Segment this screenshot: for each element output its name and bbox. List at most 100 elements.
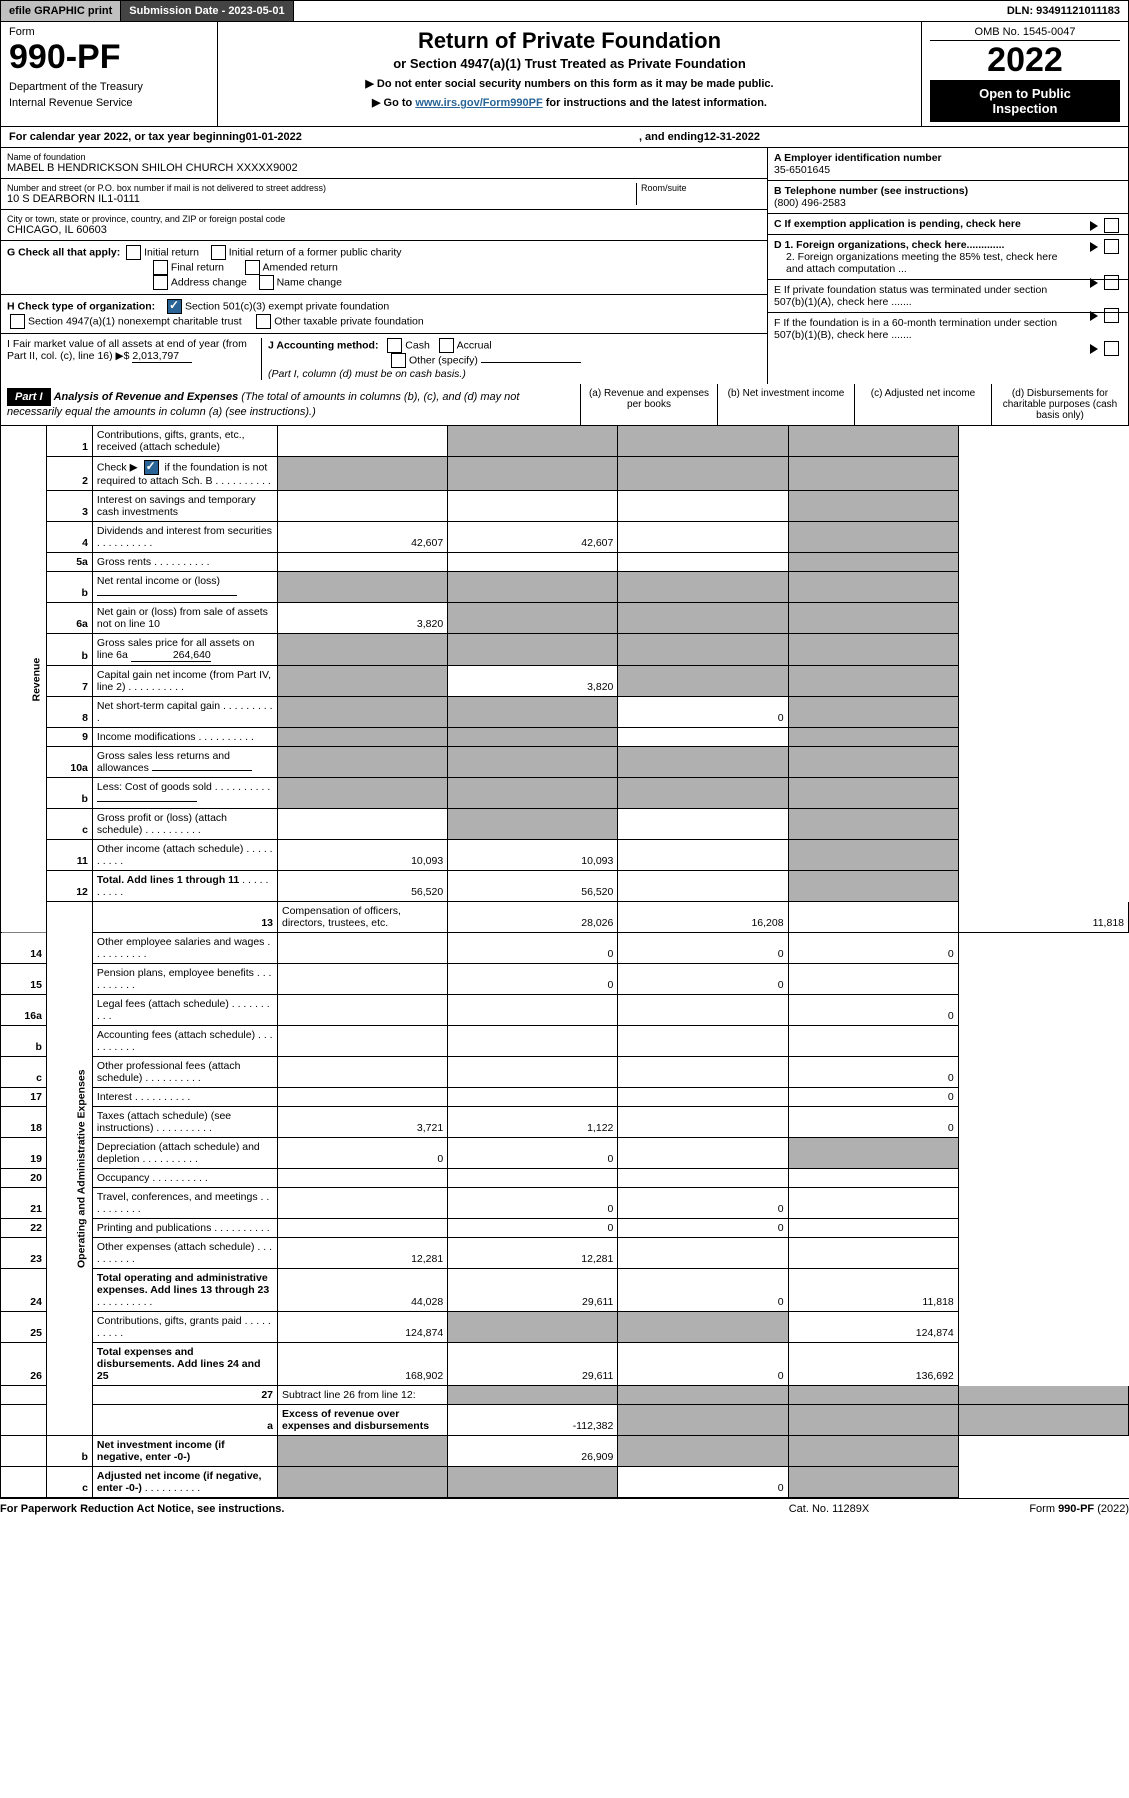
l13-d: 11,818 bbox=[958, 902, 1128, 933]
l4-b: 42,607 bbox=[448, 522, 618, 553]
line-16a-desc: Legal fees (attach schedule) bbox=[92, 995, 277, 1026]
l23-b: 12,281 bbox=[448, 1238, 618, 1269]
l14-b: 0 bbox=[448, 933, 618, 964]
submission-date: Submission Date - 2023-05-01 bbox=[121, 1, 293, 21]
line-20-desc: Occupancy bbox=[92, 1169, 277, 1188]
line-23-desc: Other expenses (attach schedule) bbox=[92, 1238, 277, 1269]
g-o3: Final return bbox=[171, 261, 224, 273]
note-post: for instructions and the latest informat… bbox=[543, 97, 767, 109]
ssn-note: ▶ Do not enter social security numbers o… bbox=[228, 77, 911, 90]
cash-checkbox[interactable] bbox=[387, 338, 402, 353]
f-cell: F If the foundation is in a 60-month ter… bbox=[768, 313, 1128, 345]
j-accrual: Accrual bbox=[457, 339, 492, 351]
name-change-checkbox[interactable] bbox=[259, 275, 274, 290]
fmv-value: 2,013,797 bbox=[132, 350, 192, 363]
4947a1-checkbox[interactable] bbox=[10, 314, 25, 329]
j-other: Other (specify) bbox=[409, 354, 478, 366]
accrual-checkbox[interactable] bbox=[439, 338, 454, 353]
l6b-val: 264,640 bbox=[131, 649, 211, 662]
d-cell: D 1. Foreign organizations, check here..… bbox=[768, 235, 1128, 280]
l18-d: 0 bbox=[788, 1107, 958, 1138]
line-25-desc: Contributions, gifts, grants paid bbox=[92, 1312, 277, 1343]
final-return-checkbox[interactable] bbox=[153, 260, 168, 275]
address-change-checkbox[interactable] bbox=[153, 275, 168, 290]
expenses-sidelabel: Operating and Administrative Expenses bbox=[46, 902, 92, 1436]
j-note: (Part I, column (d) must be on cash basi… bbox=[268, 368, 466, 380]
l27c-c: 0 bbox=[618, 1467, 788, 1498]
line-24-desc: Total operating and administrative expen… bbox=[92, 1269, 277, 1312]
line-3-desc: Interest on savings and temporary cash i… bbox=[92, 491, 277, 522]
e-cell: E If private foundation status was termi… bbox=[768, 280, 1128, 313]
c-label: C If exemption application is pending, c… bbox=[774, 218, 1021, 230]
i-label: I Fair market value of all assets at end… bbox=[7, 338, 247, 362]
calendar-year-row: For calendar year 2022, or tax year begi… bbox=[0, 127, 1129, 148]
other-taxable-checkbox[interactable] bbox=[256, 314, 271, 329]
line-7-desc: Capital gain net income (from Part IV, l… bbox=[92, 666, 277, 697]
main-table: Revenue 1Contributions, gifts, grants, e… bbox=[0, 426, 1129, 1498]
city-cell: City or town, state or province, country… bbox=[1, 210, 767, 241]
l16a-d: 0 bbox=[788, 995, 958, 1026]
line-27a-desc: Excess of revenue over expenses and disb… bbox=[278, 1405, 448, 1436]
l21-c: 0 bbox=[618, 1188, 788, 1219]
l16c-d: 0 bbox=[788, 1057, 958, 1088]
foundation-name: MABEL B HENDRICKSON SHILOH CHURCH XXXXX9… bbox=[7, 162, 761, 174]
other-method-checkbox[interactable] bbox=[391, 353, 406, 368]
g-o6: Name change bbox=[277, 276, 342, 288]
part-i-title: Analysis of Revenue and Expenses bbox=[54, 391, 239, 403]
l22-b: 0 bbox=[448, 1219, 618, 1238]
l24-a: 44,028 bbox=[278, 1269, 448, 1312]
dln-label: DLN: 93491121011183 bbox=[999, 1, 1128, 21]
line-4-desc: Dividends and interest from securities bbox=[92, 522, 277, 553]
l26-b: 29,611 bbox=[448, 1343, 618, 1386]
identity-section: Name of foundation MABEL B HENDRICKSON S… bbox=[0, 148, 1129, 384]
f-label: F If the foundation is in a 60-month ter… bbox=[774, 317, 1074, 341]
form990pf-link[interactable]: www.irs.gov/Form990PF bbox=[415, 97, 542, 109]
schb-checkbox[interactable] bbox=[144, 460, 159, 475]
phone-value: (800) 496-2583 bbox=[774, 197, 846, 209]
a-label: A Employer identification number bbox=[774, 152, 942, 164]
d1-checkbox[interactable] bbox=[1104, 239, 1119, 254]
line-14-desc: Other employee salaries and wages bbox=[92, 933, 277, 964]
e-label: E If private foundation status was termi… bbox=[774, 284, 1074, 308]
form-word: Form bbox=[9, 26, 209, 38]
l23-a: 12,281 bbox=[278, 1238, 448, 1269]
l21-b: 0 bbox=[448, 1188, 618, 1219]
line-6a-desc: Net gain or (loss) from sale of assets n… bbox=[92, 603, 277, 634]
dept-treasury: Department of the Treasury bbox=[9, 81, 209, 93]
l18-a: 3,721 bbox=[278, 1107, 448, 1138]
form-header: Form 990-PF Department of the Treasury I… bbox=[0, 22, 1129, 127]
amended-checkbox[interactable] bbox=[245, 260, 260, 275]
open-line2: Inspection bbox=[934, 101, 1116, 116]
l14-c: 0 bbox=[618, 933, 788, 964]
501c3-checkbox[interactable] bbox=[167, 299, 182, 314]
initial-former-checkbox[interactable] bbox=[211, 245, 226, 260]
line-26-desc: Total expenses and disbursements. Add li… bbox=[92, 1343, 277, 1386]
phone-cell: B Telephone number (see instructions) (8… bbox=[768, 181, 1128, 214]
l26-c: 0 bbox=[618, 1343, 788, 1386]
l15-c: 0 bbox=[618, 964, 788, 995]
line-10a-desc: Gross sales less returns and allowances bbox=[92, 747, 277, 778]
initial-return-checkbox[interactable] bbox=[126, 245, 141, 260]
l24-c: 0 bbox=[618, 1269, 788, 1312]
line-16b-desc: Accounting fees (attach schedule) bbox=[92, 1026, 277, 1057]
cat-number: Cat. No. 11289X bbox=[729, 1503, 929, 1515]
omb-number: OMB No. 1545-0047 bbox=[930, 26, 1120, 41]
irs-label: Internal Revenue Service bbox=[9, 97, 209, 109]
line-8-desc: Net short-term capital gain bbox=[92, 697, 277, 728]
f-checkbox[interactable] bbox=[1104, 341, 1119, 356]
c-cell: C If exemption application is pending, c… bbox=[768, 214, 1128, 235]
g-o2: Initial return of a former public charit… bbox=[229, 246, 402, 258]
l7-b: 3,820 bbox=[448, 666, 618, 697]
h-o2: Section 4947(a)(1) nonexempt charitable … bbox=[28, 315, 242, 327]
l11-a: 10,093 bbox=[278, 840, 448, 871]
l14-d: 0 bbox=[788, 933, 958, 964]
line-5b-desc: Net rental income or (loss) bbox=[92, 572, 277, 603]
street-address: 10 S DEARBORN IL1-0111 bbox=[7, 193, 636, 205]
h-o3: Other taxable private foundation bbox=[274, 315, 423, 327]
line-15-desc: Pension plans, employee benefits bbox=[92, 964, 277, 995]
col-c-header: (c) Adjusted net income bbox=[854, 384, 991, 425]
addr-label: Number and street (or P.O. box number if… bbox=[7, 183, 636, 193]
l25-a: 124,874 bbox=[278, 1312, 448, 1343]
line-27c-desc: Adjusted net income (if negative, enter … bbox=[92, 1467, 277, 1498]
c-checkbox[interactable] bbox=[1104, 218, 1119, 233]
